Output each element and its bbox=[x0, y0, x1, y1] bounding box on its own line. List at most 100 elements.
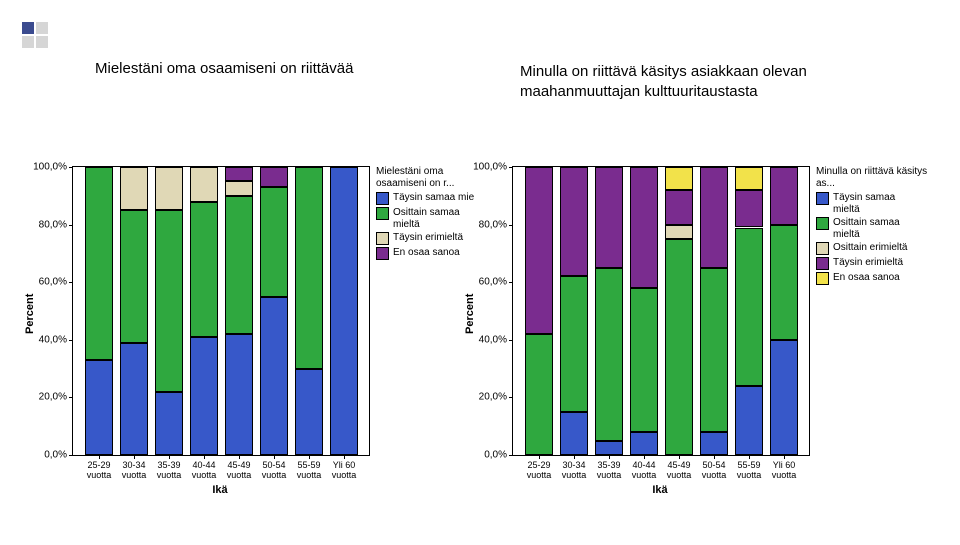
x-tick-label: 30-34 vuotta bbox=[115, 461, 153, 481]
bar-segment bbox=[225, 334, 253, 455]
y-tick bbox=[509, 455, 513, 456]
bar-segment bbox=[295, 167, 323, 369]
bar-segment bbox=[525, 167, 553, 334]
bar-segment bbox=[190, 202, 218, 337]
chart-title-left: Mielestäni oma osaamiseni on riittävää bbox=[95, 60, 415, 77]
bar-segment bbox=[665, 225, 693, 239]
y-tick-label: 0,0% bbox=[44, 450, 67, 461]
bar-segment bbox=[85, 360, 113, 455]
legend: Minulla on riittävä käsitys as...Täysin … bbox=[816, 166, 944, 287]
x-tick-label: 50-54 vuotta bbox=[695, 461, 733, 481]
y-tick-label: 60,0% bbox=[479, 277, 507, 288]
legend-item: Osittain erimieltä bbox=[816, 242, 944, 255]
bar-column bbox=[735, 167, 763, 455]
bar-segment bbox=[700, 432, 728, 455]
x-tick-label: 40-44 vuotta bbox=[185, 461, 223, 481]
x-tick-label: 35-39 vuotta bbox=[150, 461, 188, 481]
bar-column bbox=[630, 167, 658, 455]
legend-swatch bbox=[376, 207, 389, 220]
bar-segment bbox=[225, 181, 253, 195]
x-tick bbox=[344, 455, 345, 459]
x-tick-label: 50-54 vuotta bbox=[255, 461, 293, 481]
legend-label: Täysin samaa mieltä bbox=[833, 192, 917, 215]
legend-swatch bbox=[376, 192, 389, 205]
x-tick-label: 55-59 vuotta bbox=[290, 461, 328, 481]
bar-segment bbox=[120, 167, 148, 210]
bar-segment bbox=[770, 225, 798, 340]
x-tick-label: 40-44 vuotta bbox=[625, 461, 663, 481]
legend-swatch bbox=[376, 232, 389, 245]
bar-segment bbox=[260, 167, 288, 187]
y-tick-label: 100,0% bbox=[473, 162, 507, 173]
legend-label: Osittain samaa mieltä bbox=[833, 217, 917, 240]
x-tick bbox=[539, 455, 540, 459]
x-tick bbox=[274, 455, 275, 459]
decor-square bbox=[22, 36, 34, 48]
bar-segment bbox=[700, 167, 728, 268]
bar-column bbox=[295, 167, 323, 455]
legend-swatch bbox=[816, 217, 829, 230]
bar-segment bbox=[295, 369, 323, 455]
x-tick-label: 30-34 vuotta bbox=[555, 461, 593, 481]
bar-column bbox=[155, 167, 183, 455]
bar-segment bbox=[595, 167, 623, 268]
bar-column bbox=[260, 167, 288, 455]
legend-label: En osaa sanoa bbox=[833, 272, 900, 284]
bars bbox=[513, 167, 809, 455]
bar-column bbox=[665, 167, 693, 455]
bar-column bbox=[120, 167, 148, 455]
bar-column bbox=[225, 167, 253, 455]
y-tick bbox=[69, 455, 73, 456]
decor-squares bbox=[22, 22, 60, 60]
legend-swatch bbox=[816, 192, 829, 205]
x-tick-label: 45-49 vuotta bbox=[220, 461, 258, 481]
bar-segment bbox=[665, 190, 693, 225]
bar-segment bbox=[560, 412, 588, 455]
y-tick-label: 60,0% bbox=[39, 277, 67, 288]
y-tick-label: 80,0% bbox=[479, 219, 507, 230]
legend-swatch bbox=[816, 272, 829, 285]
bar-column bbox=[190, 167, 218, 455]
bar-segment bbox=[735, 386, 763, 455]
x-tick bbox=[644, 455, 645, 459]
bar-segment bbox=[525, 334, 553, 455]
x-tick-label: Yli 60 vuotta bbox=[325, 461, 363, 481]
x-tick-label: 45-49 vuotta bbox=[660, 461, 698, 481]
bar-column bbox=[560, 167, 588, 455]
decor-square bbox=[22, 22, 34, 34]
bar-segment bbox=[85, 167, 113, 360]
legend-item: Osittain samaa mieltä bbox=[816, 217, 944, 240]
bar-segment bbox=[595, 441, 623, 455]
x-tick bbox=[609, 455, 610, 459]
bar-segment bbox=[120, 343, 148, 455]
bar-segment bbox=[770, 167, 798, 225]
chart-title-right: Minulla on riittävä käsitys asiakkaan ol… bbox=[520, 62, 920, 103]
bar-column bbox=[700, 167, 728, 455]
bar-segment bbox=[155, 167, 183, 210]
decor-square bbox=[36, 36, 48, 48]
bar-segment bbox=[630, 432, 658, 455]
legend-label: Täysin erimieltä bbox=[393, 232, 463, 244]
x-tick-label: 25-29 vuotta bbox=[80, 461, 118, 481]
bar-segment bbox=[735, 228, 763, 386]
bar-column bbox=[525, 167, 553, 455]
bar-segment bbox=[770, 340, 798, 455]
legend-swatch bbox=[816, 257, 829, 270]
legend-swatch bbox=[376, 247, 389, 260]
bars bbox=[73, 167, 369, 455]
bar-segment bbox=[120, 210, 148, 342]
x-tick bbox=[679, 455, 680, 459]
x-tick bbox=[574, 455, 575, 459]
bar-column bbox=[330, 167, 358, 455]
bar-segment bbox=[735, 167, 763, 190]
x-tick bbox=[239, 455, 240, 459]
bar-segment bbox=[630, 167, 658, 288]
chart-zone: Percent0,0%20,0%40,0%60,0%80,0%100,0%25-… bbox=[16, 160, 944, 530]
chart-panel-left: Percent0,0%20,0%40,0%60,0%80,0%100,0%25-… bbox=[16, 160, 476, 530]
bar-segment bbox=[190, 337, 218, 455]
y-tick-label: 40,0% bbox=[39, 334, 67, 345]
legend-label: Täysin erimieltä bbox=[833, 257, 903, 269]
legend-label: En osaa sanoa bbox=[393, 247, 460, 259]
legend-label: Osittain erimieltä bbox=[833, 242, 907, 254]
x-tick bbox=[169, 455, 170, 459]
